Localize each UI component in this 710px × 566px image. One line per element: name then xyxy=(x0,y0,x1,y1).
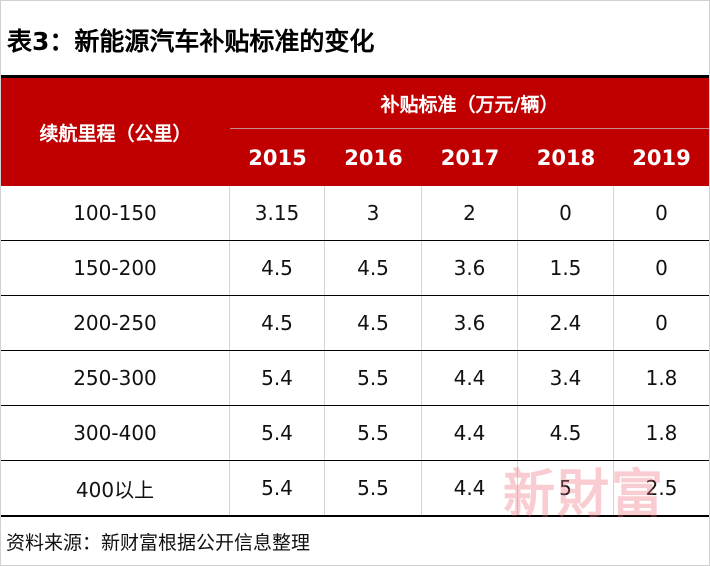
table-header: 续航里程（公里） 补贴标准（万元/辆） 2015 2016 2017 2018 … xyxy=(1,78,709,186)
table-row: 150-200 4.5 4.5 3.6 1.5 0 xyxy=(1,241,709,296)
range-cell: 300-400 xyxy=(1,406,230,460)
value-cell: 5.4 xyxy=(230,406,325,460)
table-title: 表3：新能源汽车补贴标准的变化 xyxy=(7,27,375,56)
value-cell: 3.4 xyxy=(518,351,614,405)
value-cell: 5.4 xyxy=(230,351,325,405)
source-note: 资料来源：新财富根据公开信息整理 xyxy=(6,532,311,554)
value-cell: 3.6 xyxy=(422,296,518,350)
range-cell: 150-200 xyxy=(1,241,230,295)
header-top-rule xyxy=(1,75,709,78)
table-row: 200-250 4.5 4.5 3.6 2.4 0 xyxy=(1,296,709,351)
value-cell: 4.5 xyxy=(230,296,325,350)
value-cell: 4.5 xyxy=(325,296,422,350)
value-cell: 0 xyxy=(655,311,668,335)
subsidy-group-header: 补贴标准（万元/辆） xyxy=(230,78,709,129)
range-cell: 400以上 xyxy=(1,461,230,515)
value-cell: 5.5 xyxy=(325,461,422,515)
value-cell: 1.8 xyxy=(645,366,678,390)
value-cell: 5 xyxy=(518,461,614,515)
value-cell: 4.4 xyxy=(422,351,518,405)
value-cell: 1.8 xyxy=(645,421,678,445)
range-column-header: 续航里程（公里） xyxy=(39,122,192,145)
range-cell: 100-150 xyxy=(1,186,230,240)
value-cell: 1.5 xyxy=(518,241,614,295)
value-cell: 3.6 xyxy=(422,241,518,295)
table-row: 100-150 3.15 3 2 0 0 xyxy=(1,186,709,241)
value-cell: 2 xyxy=(422,186,518,240)
range-cell: 250-300 xyxy=(1,351,230,405)
value-cell: 5.5 xyxy=(325,406,422,460)
value-cell: 3 xyxy=(325,186,422,240)
year-header-2016: 2016 xyxy=(344,145,403,170)
table-row: 300-400 5.4 5.5 4.4 4.5 1.8 xyxy=(1,406,709,461)
value-cell: 0 xyxy=(655,256,668,280)
year-headers: 2015 2016 2017 2018 2019 xyxy=(230,129,709,186)
value-cell: 4.5 xyxy=(230,241,325,295)
year-header-2017: 2017 xyxy=(440,145,500,170)
table-body: 100-150 3.15 3 2 0 0 150-200 4.5 4.5 3.6… xyxy=(1,186,709,517)
value-cell: 2.4 xyxy=(518,296,614,350)
range-cell: 200-250 xyxy=(1,296,230,350)
value-cell: 5.5 xyxy=(325,351,422,405)
value-cell: 4.4 xyxy=(422,461,518,515)
table-row: 250-300 5.4 5.5 4.4 3.4 1.8 xyxy=(1,351,709,406)
value-cell: 3.15 xyxy=(230,186,325,240)
value-cell: 0 xyxy=(518,186,614,240)
value-cell: 2.5 xyxy=(645,476,678,500)
value-cell: 4.4 xyxy=(422,406,518,460)
value-cell: 5.4 xyxy=(230,461,325,515)
year-header-2015: 2015 xyxy=(248,145,307,170)
year-header-2018: 2018 xyxy=(536,145,596,170)
table-row: 400以上 5.4 5.5 4.4 5 2.5 xyxy=(1,461,709,517)
value-cell: 0 xyxy=(655,201,668,225)
value-cell: 4.5 xyxy=(518,406,614,460)
value-cell: 4.5 xyxy=(325,241,422,295)
year-header-2019: 2019 xyxy=(632,145,691,170)
